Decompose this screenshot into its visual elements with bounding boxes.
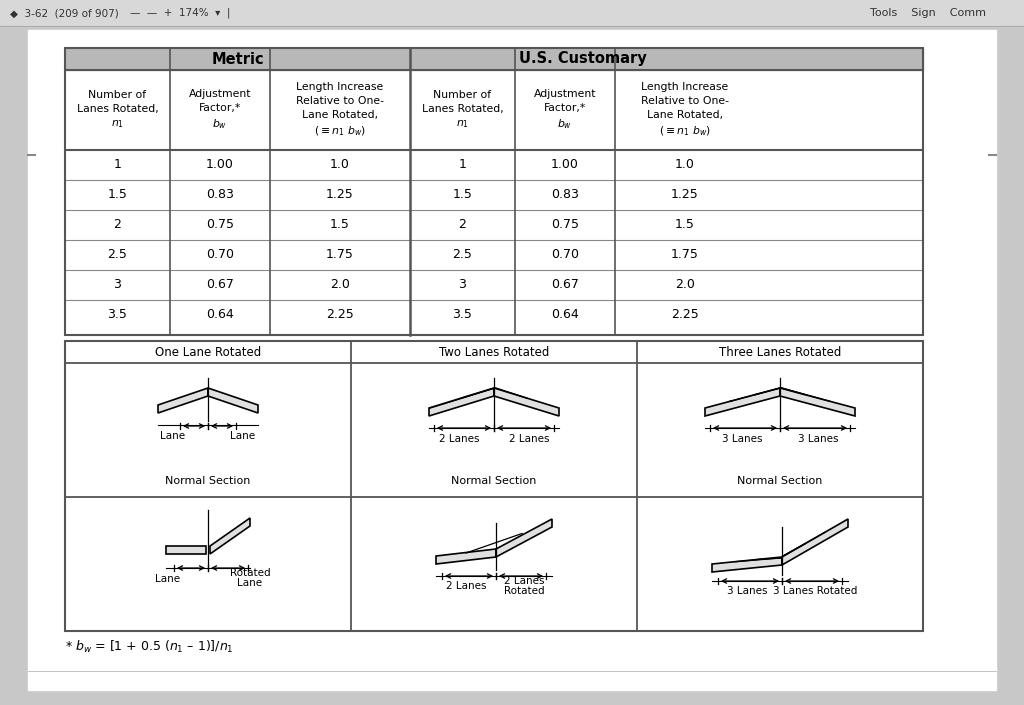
Text: 1.75: 1.75 — [671, 248, 699, 262]
Text: 0.64: 0.64 — [206, 309, 233, 321]
Text: 1.0: 1.0 — [675, 159, 695, 171]
Polygon shape — [429, 388, 494, 409]
Text: 2 Lanes: 2 Lanes — [445, 581, 486, 591]
Text: 3 Lanes: 3 Lanes — [798, 434, 839, 444]
Bar — [65, 48, 923, 335]
Text: 3: 3 — [459, 278, 467, 291]
Text: 0.83: 0.83 — [206, 188, 233, 202]
Polygon shape — [158, 388, 208, 413]
Text: 3.5: 3.5 — [108, 309, 127, 321]
Text: 0.70: 0.70 — [551, 248, 579, 262]
Text: 0.67: 0.67 — [551, 278, 579, 291]
Polygon shape — [208, 388, 258, 413]
Text: 2.25: 2.25 — [671, 309, 698, 321]
Text: Length Increase
Relative to One-
Lane Rotated,
$(\equiv n_1\ b_w)$: Length Increase Relative to One- Lane Ro… — [296, 82, 384, 137]
Text: 2.5: 2.5 — [108, 248, 127, 262]
Text: Adjustment
Factor,*
$b_w$: Adjustment Factor,* $b_w$ — [534, 89, 596, 131]
Text: 1.5: 1.5 — [453, 188, 472, 202]
Text: 2.0: 2.0 — [675, 278, 695, 291]
Text: 1.25: 1.25 — [671, 188, 698, 202]
Polygon shape — [494, 388, 559, 416]
Polygon shape — [210, 518, 250, 554]
Text: Adjustment
Factor,*
$b_w$: Adjustment Factor,* $b_w$ — [188, 89, 251, 131]
Text: Length Increase
Relative to One-
Lane Rotated,
$(\equiv n_1\ b_w)$: Length Increase Relative to One- Lane Ro… — [641, 82, 729, 137]
Text: 2.5: 2.5 — [453, 248, 472, 262]
Polygon shape — [429, 388, 494, 416]
Text: 0.67: 0.67 — [206, 278, 233, 291]
Text: 1: 1 — [459, 159, 467, 171]
Text: Metric: Metric — [211, 51, 264, 66]
Text: 1.5: 1.5 — [330, 219, 350, 231]
Text: 1.00: 1.00 — [206, 159, 233, 171]
Polygon shape — [782, 519, 848, 565]
Text: Two Lanes Rotated: Two Lanes Rotated — [439, 345, 549, 359]
Text: 3: 3 — [114, 278, 122, 291]
Text: 2: 2 — [114, 219, 122, 231]
Text: 2.0: 2.0 — [330, 278, 350, 291]
Text: 2 Lanes
Rotated: 2 Lanes Rotated — [504, 575, 545, 596]
Text: 0.75: 0.75 — [551, 219, 579, 231]
Text: 3 Lanes: 3 Lanes — [722, 434, 762, 444]
Text: Number of
Lanes Rotated,
$n_1$: Number of Lanes Rotated, $n_1$ — [77, 90, 159, 130]
Text: 1.5: 1.5 — [108, 188, 127, 202]
Text: 3 Lanes Rotated: 3 Lanes Rotated — [773, 586, 857, 596]
Bar — [65, 341, 923, 631]
Text: 2: 2 — [459, 219, 467, 231]
Text: Lane: Lane — [161, 431, 185, 441]
Text: Lane: Lane — [156, 574, 180, 584]
Text: Lane: Lane — [230, 431, 256, 441]
Text: 1.00: 1.00 — [551, 159, 579, 171]
Text: 1.25: 1.25 — [326, 188, 354, 202]
Text: 0.75: 0.75 — [206, 219, 234, 231]
Text: 0.64: 0.64 — [551, 309, 579, 321]
Text: 3 Lanes: 3 Lanes — [727, 586, 767, 596]
Text: * $b_w$ = [1 + 0.5 ($n_1$ – 1)]/$n_1$: * $b_w$ = [1 + 0.5 ($n_1$ – 1)]/$n_1$ — [65, 639, 233, 655]
Polygon shape — [712, 557, 782, 572]
Text: 1.5: 1.5 — [675, 219, 695, 231]
Bar — [0, 0, 1024, 26]
Text: 2 Lanes: 2 Lanes — [438, 434, 479, 444]
Text: 1.0: 1.0 — [330, 159, 350, 171]
Text: 1.75: 1.75 — [326, 248, 354, 262]
Polygon shape — [166, 546, 206, 554]
Text: 0.70: 0.70 — [206, 248, 234, 262]
Text: 3.5: 3.5 — [453, 309, 472, 321]
Text: Normal Section: Normal Section — [452, 476, 537, 486]
Text: 0.83: 0.83 — [551, 188, 579, 202]
Polygon shape — [496, 519, 552, 557]
Text: ◆  3-62  (209 of 907): ◆ 3-62 (209 of 907) — [10, 8, 119, 18]
Text: One Lane Rotated: One Lane Rotated — [155, 345, 261, 359]
Text: —  —  +  174%  ▾  |: — — + 174% ▾ | — [130, 8, 230, 18]
Polygon shape — [436, 549, 496, 564]
Text: Normal Section: Normal Section — [737, 476, 822, 486]
Bar — [65, 48, 923, 70]
Text: 2.25: 2.25 — [326, 309, 354, 321]
Text: 2 Lanes: 2 Lanes — [509, 434, 549, 444]
Text: Three Lanes Rotated: Three Lanes Rotated — [719, 345, 841, 359]
Text: Number of
Lanes Rotated,
$n_1$: Number of Lanes Rotated, $n_1$ — [422, 90, 504, 130]
Bar — [65, 48, 923, 335]
Text: Tools    Sign    Comm: Tools Sign Comm — [870, 8, 986, 18]
Text: Normal Section: Normal Section — [165, 476, 251, 486]
Text: 1: 1 — [114, 159, 122, 171]
Polygon shape — [780, 388, 855, 416]
Text: U.S. Customary: U.S. Customary — [518, 51, 646, 66]
Text: Rotated
Lane: Rotated Lane — [229, 568, 270, 589]
Bar — [65, 341, 923, 631]
Polygon shape — [705, 388, 780, 416]
